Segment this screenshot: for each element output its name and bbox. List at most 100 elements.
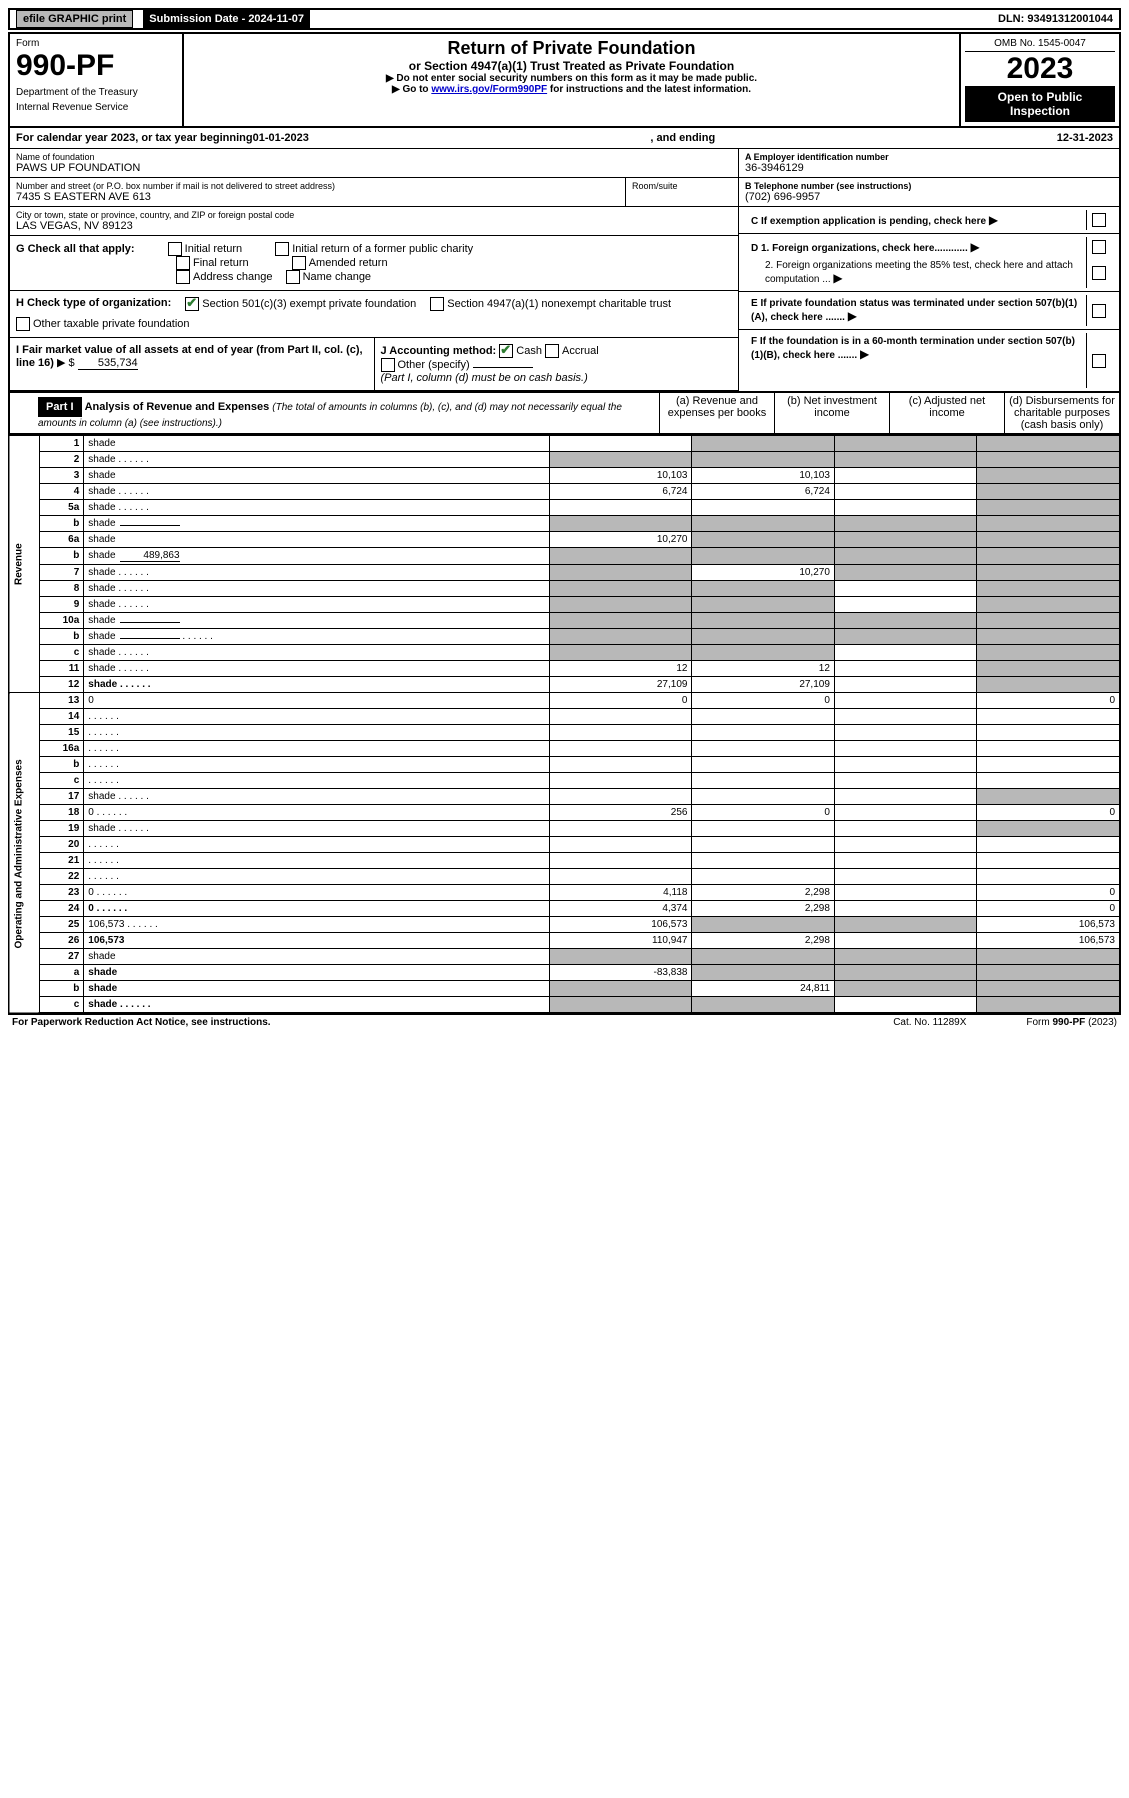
cb-initial-former[interactable]	[275, 242, 289, 256]
opt-name: Name change	[303, 271, 372, 283]
j-note: (Part I, column (d) must be on cash basi…	[381, 372, 588, 384]
opt-other-tax: Other taxable private foundation	[33, 318, 190, 330]
row-desc: shade . . . . . .	[84, 821, 550, 837]
row-desc: shade . . . . . .	[84, 581, 550, 597]
dept-treasury: Department of the Treasury	[16, 87, 176, 98]
footer-left: For Paperwork Reduction Act Notice, see …	[12, 1017, 893, 1028]
row-desc: shade	[84, 516, 550, 532]
row-desc: shade489,863	[84, 548, 550, 565]
cell-d	[977, 500, 1120, 516]
cb-final[interactable]	[176, 256, 190, 270]
cell-b: 6,724	[692, 484, 834, 500]
opt-address: Address change	[193, 271, 273, 283]
cell-b: 10,270	[692, 565, 834, 581]
cb-4947[interactable]	[430, 297, 444, 311]
row-number: 21	[40, 853, 84, 869]
cell-a	[550, 997, 692, 1014]
instr-suffix: for instructions and the latest informat…	[547, 84, 751, 95]
cell-d	[977, 613, 1120, 629]
row-desc: shade	[84, 436, 550, 452]
cell-b	[692, 581, 834, 597]
cell-b	[692, 965, 834, 981]
cb-c[interactable]	[1092, 213, 1106, 227]
cell-d	[977, 532, 1120, 548]
cell-b: 12	[692, 661, 834, 677]
cell-c	[834, 853, 976, 869]
cell-b	[692, 949, 834, 965]
form-number: 990-PF	[16, 49, 176, 83]
cell-d	[977, 452, 1120, 468]
row-number: 27	[40, 949, 84, 965]
row-number: 6a	[40, 532, 84, 548]
row-number: 5a	[40, 500, 84, 516]
row-number: 11	[40, 661, 84, 677]
cell-a: 106,573	[550, 917, 692, 933]
form-label: Form	[16, 38, 176, 49]
row-desc: 0 . . . . . .	[84, 805, 550, 821]
cell-d	[977, 436, 1120, 452]
row-desc: shade . . . . . .	[84, 629, 550, 645]
cb-cash[interactable]	[499, 344, 513, 358]
cb-other-tax[interactable]	[16, 317, 30, 331]
cell-c	[834, 468, 976, 484]
row-number: 25	[40, 917, 84, 933]
row-number: 1	[40, 436, 84, 452]
row-number: 9	[40, 597, 84, 613]
cell-c	[834, 532, 976, 548]
cell-b: 0	[692, 693, 834, 709]
row-number: c	[40, 645, 84, 661]
opt-accrual: Accrual	[562, 345, 599, 357]
col-d-header: (d) Disbursements for charitable purpose…	[1004, 393, 1119, 433]
cb-initial[interactable]	[168, 242, 182, 256]
cell-c	[834, 965, 976, 981]
cb-other-acct[interactable]	[381, 358, 395, 372]
efile-print-button[interactable]: efile GRAPHIC print	[16, 10, 133, 28]
row-number: b	[40, 981, 84, 997]
cb-amended[interactable]	[292, 256, 306, 270]
row-desc: . . . . . .	[84, 757, 550, 773]
row-number: 15	[40, 725, 84, 741]
c-label: C If exemption application is pending, c…	[751, 216, 986, 227]
foundation-address: 7435 S EASTERN AVE 613	[16, 191, 619, 203]
cal-end: 12-31-2023	[1057, 132, 1113, 144]
cb-d1[interactable]	[1092, 240, 1106, 254]
cb-address[interactable]	[176, 270, 190, 284]
cb-501c3[interactable]	[185, 297, 199, 311]
cb-d2[interactable]	[1092, 266, 1106, 280]
cb-e[interactable]	[1092, 304, 1106, 318]
cell-d	[977, 757, 1120, 773]
cell-d: 0	[977, 693, 1120, 709]
cell-c	[834, 821, 976, 837]
row-desc: 106,573	[84, 933, 550, 949]
ein-value: 36-3946129	[745, 162, 1113, 174]
cell-d	[977, 725, 1120, 741]
form-link[interactable]: www.irs.gov/Form990PF	[431, 84, 547, 95]
row-number: 24	[40, 901, 84, 917]
cb-name[interactable]	[286, 270, 300, 284]
row-number: 8	[40, 581, 84, 597]
top-bar: efile GRAPHIC print Submission Date - 20…	[8, 8, 1121, 30]
row-desc: shade . . . . . .	[84, 677, 550, 693]
cb-f[interactable]	[1092, 354, 1106, 368]
cell-a	[550, 436, 692, 452]
row-number: 13	[40, 693, 84, 709]
cell-d	[977, 741, 1120, 757]
cell-b	[692, 789, 834, 805]
section-g: G Check all that apply: Initial return I…	[10, 236, 738, 291]
col-c-header: (c) Adjusted net income	[889, 393, 1004, 433]
cell-c	[834, 981, 976, 997]
cell-d: 0	[977, 885, 1120, 901]
row-desc: shade	[84, 613, 550, 629]
cell-a: 10,103	[550, 468, 692, 484]
cell-a: 0	[550, 693, 692, 709]
cell-d	[977, 468, 1120, 484]
row-desc: shade	[84, 981, 550, 997]
g-label: G Check all that apply:	[16, 243, 135, 255]
row-desc: shade	[84, 468, 550, 484]
cell-a	[550, 869, 692, 885]
cell-c	[834, 629, 976, 645]
cb-accrual[interactable]	[545, 344, 559, 358]
cell-b	[692, 837, 834, 853]
cell-c	[834, 773, 976, 789]
cell-d	[977, 997, 1120, 1014]
